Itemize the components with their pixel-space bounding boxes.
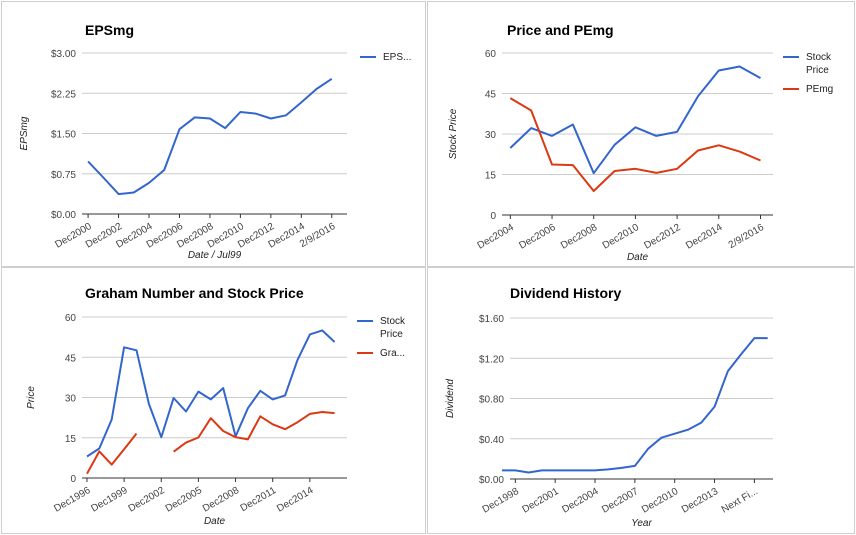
- chart-title: Dividend History: [510, 285, 621, 301]
- x-tick-label: Dec2004: [560, 486, 601, 516]
- y-tick-label: 15: [485, 171, 497, 182]
- x-tick-label: Dec1996: [52, 485, 93, 515]
- series-line-1: [509, 97, 761, 192]
- x-axis-label: Date: [627, 252, 649, 263]
- y-axis-label: Price: [26, 386, 37, 409]
- y-tick-label: $0.80: [479, 395, 504, 406]
- y-tick-label: $2.25: [51, 89, 76, 100]
- dividend-chart: Dividend History $0.00 $0.40 $0.80 $1.20 $1.6…: [445, 285, 773, 529]
- chart-title: EPSmg: [85, 22, 134, 38]
- chart-title: Graham Number and Stock Price: [85, 285, 304, 301]
- x-tick-label: Dec1999: [89, 485, 130, 515]
- x-tick-label: Dec2008: [201, 485, 242, 515]
- x-axis-label: Year: [631, 518, 652, 529]
- eps-chart: EPSmg$0.00$0.75$1.50$2.25$3.00Dec2000Dec…: [19, 22, 411, 261]
- chart-title: Price and PEmg: [507, 22, 614, 38]
- series-line-0: [509, 65, 761, 175]
- y-tick-label: $0.75: [51, 170, 76, 181]
- y-tick-label: 30: [65, 394, 77, 405]
- x-tick-label: Dec2011: [239, 485, 279, 514]
- y-tick-label: 45: [485, 90, 497, 101]
- legend-label: PEmg: [806, 84, 833, 95]
- x-tick-label: Dec2002: [127, 485, 168, 515]
- y-tick-label: $1.20: [479, 354, 504, 365]
- legend-label: Stock Price: [806, 52, 832, 76]
- y-tick-label: 45: [65, 353, 77, 364]
- price-pe-chart-panel: Price and PEmg 0 15 30 45 60 Dec2004 Dec2006 Dec…: [427, 1, 855, 267]
- x-tick-label: Dec2001: [520, 486, 561, 516]
- y-tick-label: 30: [485, 130, 497, 141]
- x-axis-label: Date: [204, 516, 226, 527]
- y-tick-label: $3.00: [51, 49, 76, 60]
- series-line-0: [87, 77, 333, 196]
- graham-chart: Graham Number and Stock Price 0 15 30 45 60 De…: [26, 285, 406, 527]
- y-tick-label: 0: [70, 474, 76, 485]
- y-tick-label: 15: [65, 434, 77, 445]
- legend-label: Gra...: [380, 348, 405, 359]
- x-tick-label: Dec2014: [684, 222, 725, 252]
- graham-chart-panel: Graham Number and Stock Price 0 15 30 45 60 De…: [1, 267, 426, 534]
- y-tick-label: 0: [490, 211, 496, 222]
- x-tick-label: Dec2010: [640, 486, 681, 516]
- y-tick-label: $1.50: [51, 130, 76, 141]
- x-tick-label: Dec2006: [517, 222, 558, 252]
- x-axis-label: Date / Jul99: [188, 250, 242, 261]
- series-line-0: [502, 337, 768, 474]
- y-tick-label: 60: [65, 313, 77, 324]
- x-tick-label: Dec2008: [559, 222, 600, 252]
- y-tick-label: $1.60: [479, 314, 504, 325]
- x-tick-label: Dec2013: [680, 486, 721, 516]
- x-tick-label: Dec2004: [476, 222, 517, 252]
- y-axis-label: EPSmg: [19, 116, 30, 150]
- x-tick-label: 2/9/2016: [298, 221, 338, 250]
- x-tick-label: Dec2007: [600, 486, 641, 516]
- dividend-chart-panel: Dividend History $0.00 $0.40 $0.80 $1.20 $1.6…: [427, 267, 855, 534]
- x-tick-label: Dec2014: [275, 485, 316, 515]
- y-axis-label: Dividend: [445, 379, 456, 418]
- x-tick-label: Dec2012: [642, 222, 683, 252]
- series-line-0: [86, 329, 336, 458]
- series-line-1: [86, 432, 138, 475]
- x-tick-label: Dec2005: [164, 485, 205, 515]
- x-tick-label: 2/9/2016: [727, 222, 767, 251]
- y-tick-label: $0.00: [51, 210, 76, 221]
- legend-label: EPS...: [383, 52, 411, 63]
- eps-chart-panel: EPSmg $0.00 $0.75 $1.50 $2.25 $3.00 Dec2000 Dec…: [1, 1, 426, 267]
- x-tick-label: Next Fi...: [720, 486, 760, 516]
- series-line-1: [173, 411, 335, 453]
- y-tick-label: 60: [485, 49, 497, 60]
- x-tick-label: Dec1998: [481, 486, 522, 516]
- legend-label: Stock Price: [380, 316, 406, 340]
- y-tick-label: $0.40: [479, 435, 504, 446]
- y-axis-label: Stock Price: [448, 108, 459, 159]
- x-tick-label: Dec2010: [601, 222, 642, 252]
- y-tick-label: $0.00: [479, 475, 504, 486]
